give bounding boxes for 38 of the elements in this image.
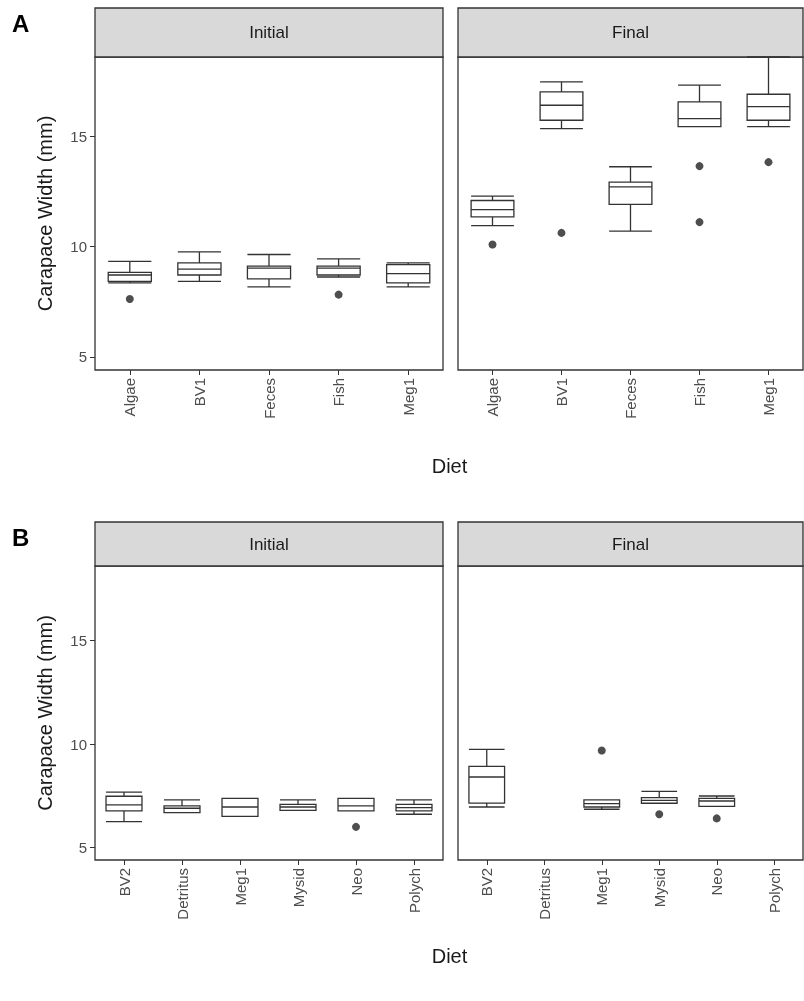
x-axis-title: Diet — [430, 945, 469, 968]
y-tick-label: 10 — [70, 238, 87, 256]
x-axis-title: Diet — [430, 455, 469, 478]
y-tick-label: 15 — [70, 632, 87, 650]
y-tick-label: 5 — [78, 839, 87, 857]
x-tick-label: Neo — [708, 868, 726, 896]
chart-title: Initial — [249, 23, 289, 42]
x-tick-label: Meg1 — [593, 868, 611, 906]
x-tick-label: Polych — [405, 868, 423, 914]
x-tick-label: Meg1 — [760, 378, 777, 416]
text: B — [12, 524, 30, 552]
chart-title: Final — [612, 534, 649, 554]
x-tick-label: BV1 — [553, 378, 570, 407]
x-tick-label: Detritus — [535, 868, 553, 920]
x-tick-label: Fish — [691, 378, 708, 407]
y-tick-label: 15 — [70, 127, 87, 145]
chart-title: Final — [612, 23, 649, 42]
y-tick-label: 5 — [78, 348, 87, 366]
x-tick-label: Algae — [484, 378, 501, 417]
y-axis-title: Carapace Width (mm) — [34, 115, 56, 312]
text: A — [12, 10, 30, 38]
chart-title: Initial — [249, 534, 289, 554]
y-axis-title: Carapace Width (mm) — [34, 615, 56, 811]
y-tick-label: 10 — [70, 735, 87, 753]
x-tick-label: Feces — [622, 378, 639, 419]
x-tick-label: BV1 — [190, 378, 208, 407]
x-tick-label: Fish — [330, 378, 348, 407]
x-tick-label: BV2 — [115, 868, 133, 897]
x-tick-label: Meg1 — [231, 868, 249, 906]
x-tick-label: Mysid — [650, 868, 668, 908]
x-tick-label: Detritus — [173, 868, 191, 920]
x-tick-label: Feces — [260, 378, 278, 419]
x-tick-label: Neo — [347, 868, 365, 896]
x-tick-label: BV2 — [478, 868, 496, 897]
x-tick-label: Polych — [765, 868, 783, 914]
x-tick-label: Mysid — [289, 868, 307, 908]
x-tick-label: Algae — [121, 378, 139, 417]
x-tick-label: Meg1 — [399, 378, 417, 416]
